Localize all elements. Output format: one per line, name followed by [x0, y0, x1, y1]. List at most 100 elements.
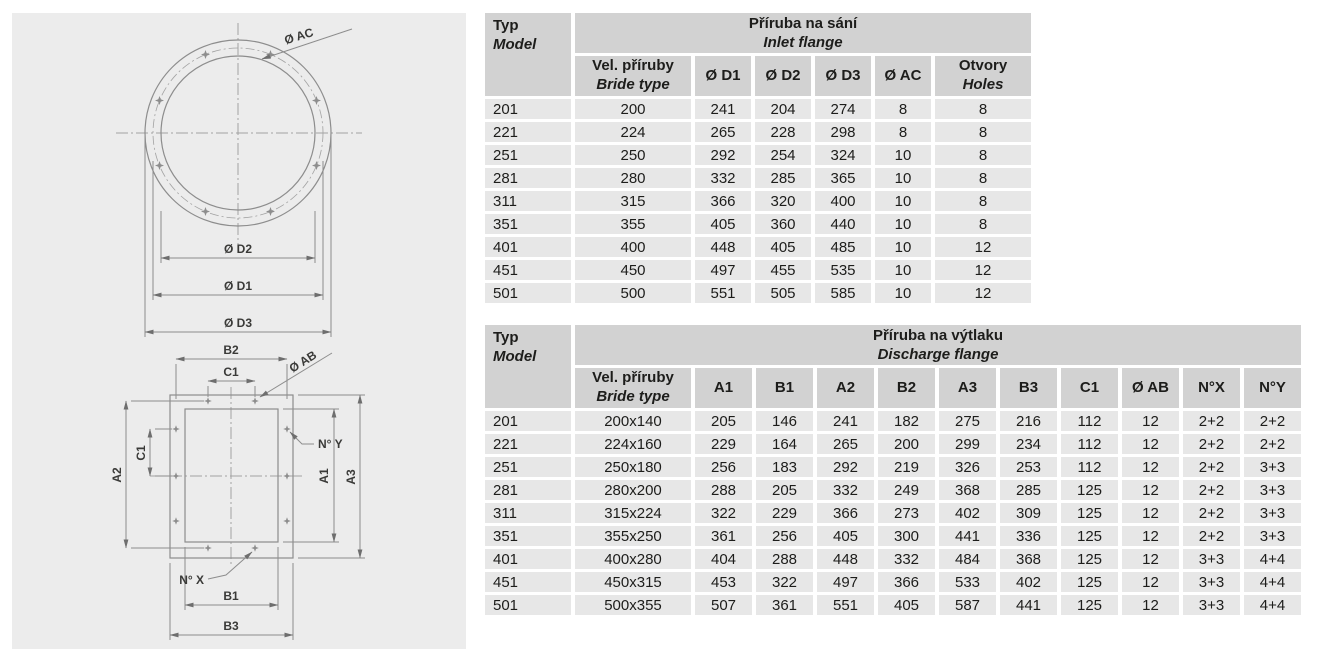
value-cell: 315x224 — [575, 503, 691, 523]
table-row: 251 250 292 254 324 10 8 — [485, 145, 1031, 165]
value-cell: 2+2 — [1244, 411, 1301, 431]
value-cell: 253 — [1000, 457, 1057, 477]
value-cell: 402 — [939, 503, 996, 523]
table-row: 221 224 265 228 298 8 8 — [485, 122, 1031, 142]
value-cell: 234 — [1000, 434, 1057, 454]
value-cell: 3+3 — [1183, 549, 1240, 569]
value-cell: 320 — [755, 191, 811, 211]
centerlines — [116, 23, 362, 251]
dimension-lines — [123, 352, 365, 640]
header-typ: Typ — [493, 329, 519, 346]
model-cell: 201 — [485, 99, 571, 119]
dim-label-c1-left: C1 — [134, 445, 148, 461]
value-cell: 505 — [755, 283, 811, 303]
value-cell: 112 — [1061, 457, 1118, 477]
value-cell: 405 — [695, 214, 751, 234]
value-cell: 315 — [575, 191, 691, 211]
dim-label-ny: N° Y — [318, 437, 343, 451]
value-cell: 112 — [1061, 411, 1118, 431]
value-cell: 12 — [1122, 549, 1179, 569]
value-cell: 182 — [878, 411, 935, 431]
value-cell: 250 — [575, 145, 691, 165]
header-c1: C1 — [1061, 368, 1118, 408]
value-cell: 3+3 — [1183, 572, 1240, 592]
discharge-table-header: Typ Model Příruba na výtlaku Discharge f… — [485, 325, 1301, 408]
value-cell: 200x140 — [575, 411, 691, 431]
header-typ-model: Typ Model — [485, 13, 571, 96]
value-cell: 2+2 — [1183, 434, 1240, 454]
value-cell: 164 — [756, 434, 813, 454]
header-holes-en: Holes — [962, 76, 1004, 93]
value-cell: 355 — [575, 214, 691, 234]
value-cell: 585 — [815, 283, 871, 303]
value-cell: 332 — [695, 168, 751, 188]
value-cell: 332 — [817, 480, 874, 500]
model-cell: 451 — [485, 572, 571, 592]
header-a3: A3 — [939, 368, 996, 408]
value-cell: 10 — [875, 168, 931, 188]
value-cell: 551 — [817, 595, 874, 615]
table-row: 311 315x224 322 229 366 273 402 309 125 12 2+2 3+3 — [485, 503, 1301, 523]
value-cell: 10 — [875, 191, 931, 211]
value-cell: 326 — [939, 457, 996, 477]
dim-label-ac: Ø AC — [283, 25, 316, 47]
dim-label-d2: Ø D2 — [224, 242, 252, 256]
header-bride-type: Vel. příruby Bride type — [575, 56, 691, 96]
value-cell: 12 — [1122, 595, 1179, 615]
value-cell: 12 — [1122, 480, 1179, 500]
group-title-cs: Příruba na sání — [748, 14, 858, 32]
value-cell: 292 — [817, 457, 874, 477]
model-cell: 281 — [485, 480, 571, 500]
value-cell: 4+4 — [1244, 572, 1301, 592]
value-cell: 368 — [1000, 549, 1057, 569]
value-cell: 10 — [875, 145, 931, 165]
value-cell: 10 — [875, 237, 931, 257]
value-cell: 204 — [755, 99, 811, 119]
table-row: 281 280x200 288 205 332 249 368 285 125 12 2+2 3+3 — [485, 480, 1301, 500]
table-row: 221 224x160 229 164 265 200 299 234 112 12 2+2 2+2 — [485, 434, 1301, 454]
header-model: Model — [493, 36, 537, 54]
table-row: 351 355 405 360 440 10 8 — [485, 214, 1031, 234]
table-row: 451 450x315 453 322 497 366 533 402 125 12 3+3 4+4 — [485, 572, 1301, 592]
value-cell: 8 — [935, 99, 1031, 119]
model-cell: 251 — [485, 145, 571, 165]
value-cell: 300 — [878, 526, 935, 546]
header-bride-type-en: Bride type — [596, 388, 670, 405]
value-cell: 2+2 — [1183, 457, 1240, 477]
value-cell: 12 — [1122, 457, 1179, 477]
value-cell: 280 — [575, 168, 691, 188]
value-cell: 8 — [875, 122, 931, 142]
model-cell: 221 — [485, 122, 571, 142]
value-cell: 336 — [1000, 526, 1057, 546]
dim-label-b3: B3 — [223, 619, 239, 633]
dim-label-b1: B1 — [223, 589, 239, 603]
header-discharge-flange-group: Příruba na výtlaku Discharge flange — [575, 325, 1301, 365]
value-cell: 216 — [1000, 411, 1057, 431]
table-row: 501 500 551 505 585 10 12 — [485, 283, 1031, 303]
value-cell: 273 — [878, 503, 935, 523]
dim-label-a3: A3 — [344, 469, 358, 485]
value-cell: 265 — [817, 434, 874, 454]
value-cell: 265 — [695, 122, 751, 142]
value-cell: 250x180 — [575, 457, 691, 477]
value-cell: 500x355 — [575, 595, 691, 615]
table-row: 451 450 497 455 535 10 12 — [485, 260, 1031, 280]
value-cell: 500 — [575, 283, 691, 303]
header-nx: N°X — [1183, 368, 1240, 408]
model-cell: 401 — [485, 549, 571, 569]
value-cell: 361 — [695, 526, 752, 546]
value-cell: 12 — [1122, 526, 1179, 546]
value-cell: 400 — [815, 191, 871, 211]
value-cell: 288 — [695, 480, 752, 500]
value-cell: 533 — [939, 572, 996, 592]
header-b2: B2 — [878, 368, 935, 408]
value-cell: 441 — [939, 526, 996, 546]
value-cell: 8 — [935, 168, 1031, 188]
value-cell: 497 — [695, 260, 751, 280]
header-typ-model: Typ Model — [485, 325, 571, 408]
value-cell: 12 — [1122, 434, 1179, 454]
discharge-flange-diagram: B2 C1 Ø AB N° Y A2 C1 A1 A3 N° X B1 B3 — [110, 343, 365, 640]
value-cell: 507 — [695, 595, 752, 615]
value-cell: 441 — [1000, 595, 1057, 615]
value-cell: 497 — [817, 572, 874, 592]
